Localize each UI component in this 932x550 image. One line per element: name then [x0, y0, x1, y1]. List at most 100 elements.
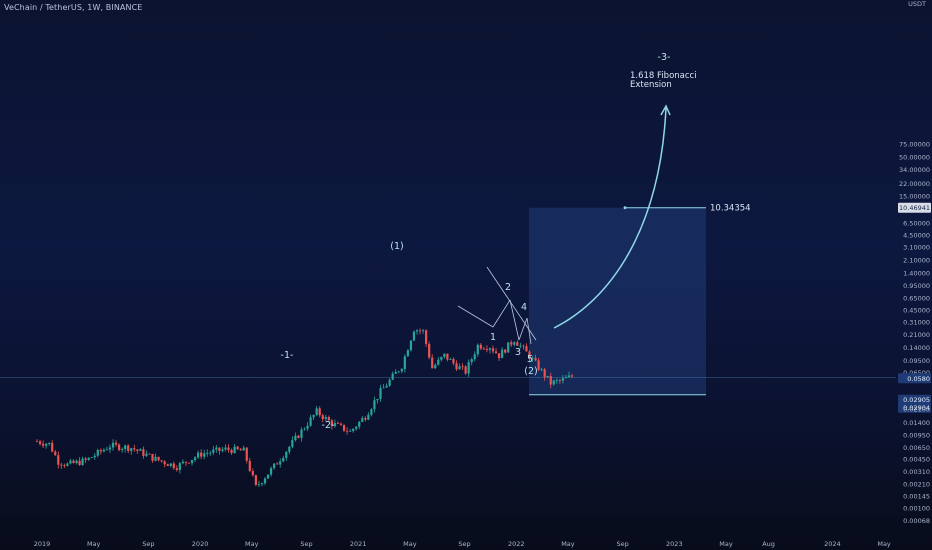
candle-body: [227, 447, 230, 450]
x-tick-label: Aug: [762, 540, 775, 548]
wave-line: [486, 266, 537, 341]
candle-body: [266, 474, 270, 479]
candle-body: [60, 464, 63, 466]
candle-body: [361, 418, 364, 422]
x-tick-label: 2022: [508, 540, 525, 548]
candle-body: [114, 442, 118, 445]
y-tick-label: 4.50000: [903, 232, 930, 240]
candle-body: [440, 356, 443, 360]
candle-body: [209, 452, 212, 454]
candle-body: [57, 455, 60, 465]
candle-body: [142, 449, 145, 456]
candle-body: [528, 351, 531, 360]
wave-label-2: 2: [505, 282, 511, 293]
candle-body: [263, 478, 267, 484]
candle-body: [105, 449, 109, 451]
y-axis: USDT 75.00000 50.00000 34.00000 22.00000 15.0…: [898, 0, 931, 525]
candle-body: [324, 417, 327, 420]
candle-body: [403, 356, 406, 369]
candle-body: [291, 440, 294, 447]
wave-line: [457, 305, 494, 328]
y-tick-label: 1.40000: [903, 269, 930, 277]
y-tick-label: 3.10000: [903, 244, 930, 252]
candle-body: [206, 453, 209, 454]
y-tick-label: 15.00000: [899, 193, 930, 201]
candle-body: [254, 475, 257, 485]
candle-body: [485, 348, 489, 350]
x-tick-label: 2024: [824, 540, 841, 548]
candle-body: [412, 331, 416, 341]
candle-body: [461, 366, 464, 368]
x-tick-label: Sep: [458, 540, 470, 548]
candle-body: [117, 444, 121, 451]
current-price-label: 0.0580: [907, 375, 930, 383]
x-tick-label: May: [561, 540, 575, 548]
candle-body: [108, 447, 112, 450]
candle-body: [443, 353, 446, 357]
y-tick-label: 0.09500: [903, 357, 930, 365]
x-tick-label: Sep: [142, 540, 154, 548]
candle-body: [418, 330, 422, 332]
candle-body: [567, 375, 571, 378]
candle-body: [84, 458, 87, 460]
candle-body: [66, 463, 69, 466]
candle-body: [54, 451, 57, 456]
candle-body: [513, 342, 516, 345]
y-tick-label: 0.31000: [903, 318, 930, 326]
candle-body: [540, 369, 543, 371]
candle-body: [90, 457, 93, 459]
candle-body: [193, 457, 197, 460]
fib-target-zone: [529, 207, 706, 395]
candle-body: [428, 343, 431, 358]
candle-body: [245, 447, 248, 461]
candle-body: [388, 379, 391, 386]
wave-line: [509, 299, 520, 341]
candle-body: [136, 449, 139, 451]
candle-body: [358, 421, 361, 427]
y-tick-label: 0.95000: [903, 282, 930, 290]
x-tick-label: May: [719, 540, 733, 548]
candle-body: [87, 457, 90, 460]
x-tick-label: Sep: [617, 540, 629, 548]
candle-body: [102, 449, 105, 452]
candle-body: [279, 461, 282, 465]
candle-body: [51, 442, 54, 452]
candle-body: [543, 369, 546, 378]
y-tick-label: 0.00650: [903, 444, 930, 452]
wave-label-2-paren: (2): [524, 366, 537, 377]
candle-body: [476, 344, 479, 355]
candle-body: [558, 380, 561, 382]
wave-label-minus1: -1-: [281, 350, 294, 361]
wave-label-3: 3: [515, 347, 521, 358]
candle-body: [455, 363, 458, 370]
candle-body: [215, 447, 218, 450]
candle-body: [96, 449, 99, 456]
candle-body: [376, 398, 379, 401]
x-tick-label: Sep: [300, 540, 312, 548]
candle-body: [434, 364, 437, 369]
candle-body: [497, 353, 501, 359]
candle-body: [257, 484, 261, 486]
candle-body: [327, 417, 330, 421]
candle-body: [203, 453, 206, 457]
y-tick-label: 0.02100: [903, 406, 930, 414]
candle-body: [458, 366, 461, 370]
candle-body: [315, 408, 318, 415]
candle-body: [160, 460, 163, 462]
last-price-tag: [898, 202, 931, 213]
candle-body: [537, 360, 540, 370]
y-tick-label: 34.00000: [899, 166, 930, 174]
candle-body: [373, 400, 376, 410]
x-tick-label: May: [245, 540, 259, 548]
candle-body: [449, 359, 452, 360]
candle-body: [224, 447, 227, 450]
y-tick-label: 0.00210: [903, 480, 930, 488]
candle-body: [507, 342, 510, 353]
candle-body: [248, 460, 251, 471]
candle-body: [510, 342, 513, 345]
candle-body: [190, 459, 194, 464]
fib-label-line2: Extension: [630, 80, 672, 90]
candle-body: [48, 442, 51, 444]
candle-body: [41, 443, 45, 446]
